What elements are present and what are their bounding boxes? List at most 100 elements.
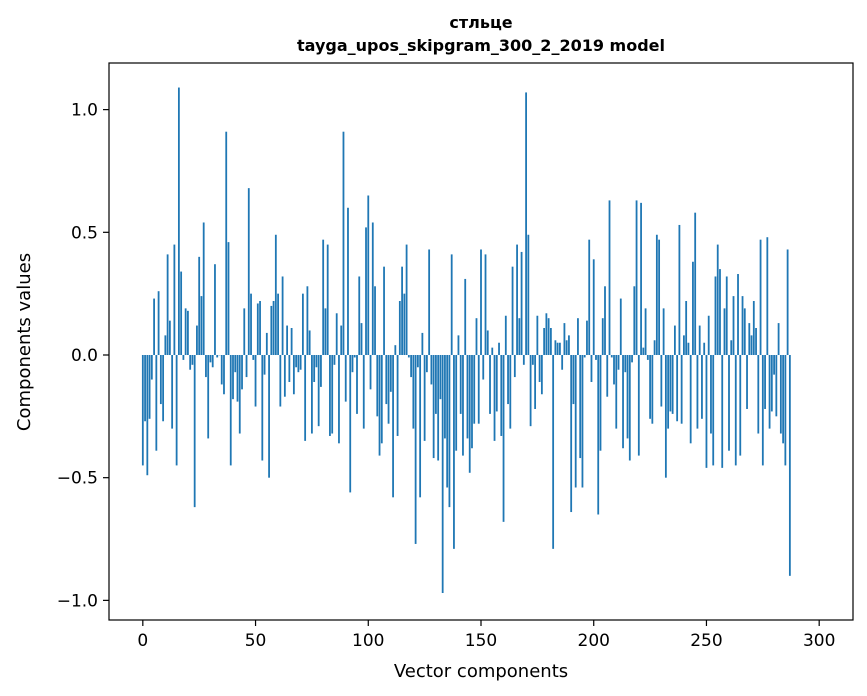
bar-261: [730, 340, 733, 355]
bar-286: [786, 249, 789, 355]
bar-242: [687, 342, 690, 355]
bar-141: [459, 355, 462, 414]
bar-115: [401, 266, 403, 355]
bar-85: [333, 355, 336, 365]
x-tick-label: 50: [245, 631, 267, 651]
bar-179: [545, 313, 548, 355]
bar-56: [268, 355, 270, 478]
bar-173: [531, 355, 534, 365]
bar-110: [389, 355, 392, 392]
bar-107: [383, 266, 385, 355]
bar-204: [601, 318, 604, 355]
bar-123: [419, 355, 422, 498]
bar-50: [254, 355, 257, 407]
bar-278: [768, 355, 771, 429]
bar-40: [232, 355, 234, 400]
bar-255: [716, 244, 719, 355]
x-tick-label: 250: [690, 631, 722, 651]
bar-271: [752, 301, 755, 355]
bar-151: [482, 355, 485, 380]
x-tick-label: 150: [465, 631, 497, 651]
bar-53: [261, 355, 264, 461]
bar-249: [703, 342, 706, 355]
bar-102: [371, 222, 374, 355]
x-tick-label: 100: [352, 631, 384, 651]
bar-135: [446, 355, 449, 488]
bar-196: [583, 355, 586, 358]
bar-239: [680, 355, 683, 424]
bar-198: [588, 239, 591, 355]
bar-259: [725, 276, 728, 355]
bar-190: [570, 355, 573, 513]
bar-62: [281, 276, 284, 355]
bar-189: [568, 335, 570, 355]
bar-197: [586, 320, 588, 355]
bar-209: [613, 355, 615, 385]
bar-258: [723, 308, 726, 355]
bar-265: [739, 355, 742, 456]
bar-253: [712, 355, 715, 466]
bar-70: [299, 355, 302, 370]
bar-221: [640, 202, 642, 355]
bar-252: [710, 355, 712, 434]
bar-144: [466, 355, 469, 439]
bar-105: [378, 355, 381, 456]
bar-51: [256, 303, 259, 355]
bar-153: [486, 330, 489, 355]
bar-25: [198, 256, 201, 355]
bar-206: [606, 355, 609, 397]
bar-2: [146, 355, 149, 476]
bar-3: [148, 355, 151, 419]
bar-178: [543, 328, 546, 355]
bar-237: [676, 355, 679, 422]
bar-57: [270, 305, 273, 355]
bar-276: [764, 355, 766, 409]
bar-42: [236, 355, 239, 402]
bar-48: [250, 293, 252, 355]
bar-134: [444, 355, 446, 439]
bar-232: [664, 355, 667, 478]
bar-90: [344, 355, 347, 402]
bar-125: [423, 355, 426, 441]
bar-69: [297, 355, 300, 373]
bar-264: [737, 274, 739, 355]
bar-82: [326, 244, 329, 355]
bar-73: [306, 286, 309, 355]
bar-118: [407, 355, 410, 358]
bar-44: [241, 355, 243, 390]
bar-219: [635, 200, 638, 355]
bar-124: [421, 332, 424, 355]
bar-149: [477, 355, 480, 424]
bar-109: [387, 355, 390, 424]
bar-274: [759, 239, 762, 355]
bar-162: [507, 355, 509, 405]
bar-212: [619, 298, 622, 355]
bar-126: [425, 355, 428, 373]
bar-54: [263, 355, 266, 375]
bar-156: [493, 355, 496, 441]
bar-218: [633, 286, 636, 355]
x-axis-ticks: 0 50 100 150 200 250 300: [137, 620, 835, 651]
bar-171: [527, 234, 530, 355]
bar-80: [322, 239, 325, 355]
bar-138: [453, 355, 455, 549]
bar-280: [773, 355, 775, 375]
bar-283: [779, 355, 782, 434]
bar-284: [782, 355, 785, 444]
bar-19: [184, 308, 187, 355]
bar-140: [457, 335, 460, 355]
bar-217: [631, 355, 633, 363]
bar-223: [644, 308, 647, 355]
bar-39: [229, 355, 232, 466]
bar-76: [313, 355, 316, 382]
bar-37: [225, 131, 228, 355]
bar-120: [412, 355, 415, 429]
bar-228: [655, 234, 658, 355]
bar-81: [324, 308, 327, 355]
bar-188: [565, 340, 568, 355]
bar-248: [701, 355, 703, 419]
bar-20: [187, 310, 189, 355]
bar-240: [683, 335, 685, 355]
bar-121: [414, 355, 417, 544]
